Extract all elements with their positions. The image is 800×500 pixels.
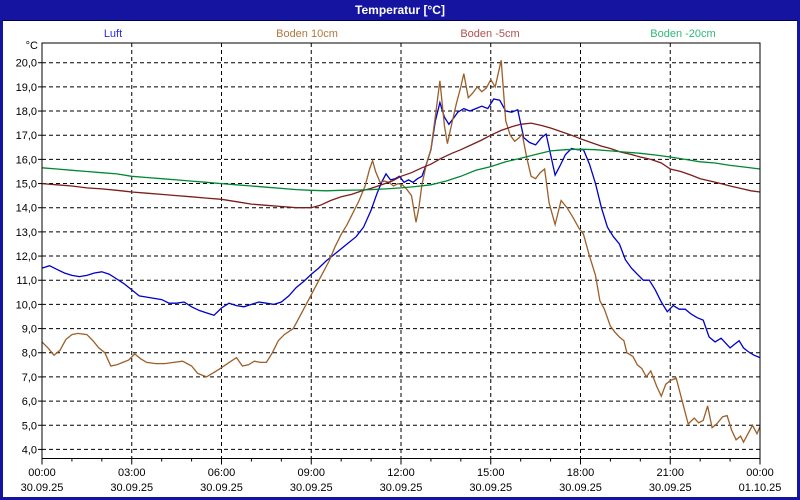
x-tick-date-label: 30.09.25 [200, 482, 243, 494]
y-tick-label: 14,0 [16, 203, 37, 215]
page-title: Temperatur [°C] [355, 3, 445, 17]
x-tick-date-label: 30.09.25 [21, 482, 64, 494]
y-tick-label: 5,0 [22, 420, 37, 432]
y-tick-label: 10,0 [16, 299, 37, 311]
title-bar: Temperatur [°C] [0, 0, 800, 20]
y-tick-label: 11,0 [16, 275, 37, 287]
legend-item-boden-10cm: Boden 10cm [276, 28, 338, 40]
series-lines [41, 60, 761, 444]
series-line-boden-5cm [41, 122, 761, 209]
series-line-boden-10cm [41, 60, 761, 444]
legend-item-boden-minus20cm: Boden -20cm [650, 28, 715, 40]
x-tick-date-label: 30.09.25 [559, 482, 602, 494]
x-tick-time-label: 18:00 [567, 467, 595, 479]
temperature-chart: Luft Boden 10cm Boden -5cm Boden -20cm 2… [16, 28, 782, 494]
plot-panel [3, 20, 797, 497]
y-tick-label: 7,0 [22, 372, 37, 384]
x-tick-time-label: 03:00 [118, 467, 146, 479]
y-tick-label: 8,0 [22, 348, 37, 360]
x-tick-time-label: 21:00 [656, 467, 684, 479]
y-tick-label: 16,0 [16, 154, 37, 166]
gridlines [42, 43, 760, 459]
axis-labels: 20,0 19,0 18,0 17,0 16,0 15,0 14,0 13,0 12,0 11,0… [16, 58, 782, 494]
x-tick-date-label: 30.09.25 [469, 482, 512, 494]
y-tick-label: 6,0 [22, 396, 37, 408]
y-tick-label: 13,0 [16, 227, 37, 239]
x-tick-date-label: 30.09.25 [290, 482, 333, 494]
x-tick-time-label: 06:00 [208, 467, 236, 479]
x-tick-date-label: 30.09.25 [649, 482, 692, 494]
y-tick-label: 18,0 [16, 106, 37, 118]
y-axis-unit-label: °C [26, 40, 38, 52]
axis-ticks [38, 62, 761, 465]
x-tick-date-label: 30.09.25 [110, 482, 153, 494]
y-tick-label: 12,0 [16, 251, 37, 263]
series-line-boden-20cm [41, 148, 761, 192]
legend-item-luft: Luft [104, 28, 122, 40]
x-tick-time-label: 00:00 [746, 467, 774, 479]
y-tick-label: 20,0 [16, 58, 37, 70]
y-tick-label: 4,0 [22, 444, 37, 456]
x-tick-date-label: 30.09.25 [380, 482, 423, 494]
legend-item-boden-minus5cm: Boden -5cm [460, 28, 519, 40]
y-tick-label: 19,0 [16, 82, 37, 94]
y-tick-label: 9,0 [22, 324, 37, 336]
x-tick-time-label: 00:00 [28, 467, 56, 479]
chart-legend: Luft Boden 10cm Boden -5cm Boden -20cm [104, 28, 716, 40]
x-tick-time-label: 09:00 [297, 467, 325, 479]
y-tick-label: 15,0 [16, 179, 37, 191]
x-tick-time-label: 12:00 [387, 467, 415, 479]
x-tick-time-label: 15:00 [477, 467, 505, 479]
x-tick-date-label: 01.10.25 [739, 482, 782, 494]
y-tick-label: 17,0 [16, 130, 37, 142]
